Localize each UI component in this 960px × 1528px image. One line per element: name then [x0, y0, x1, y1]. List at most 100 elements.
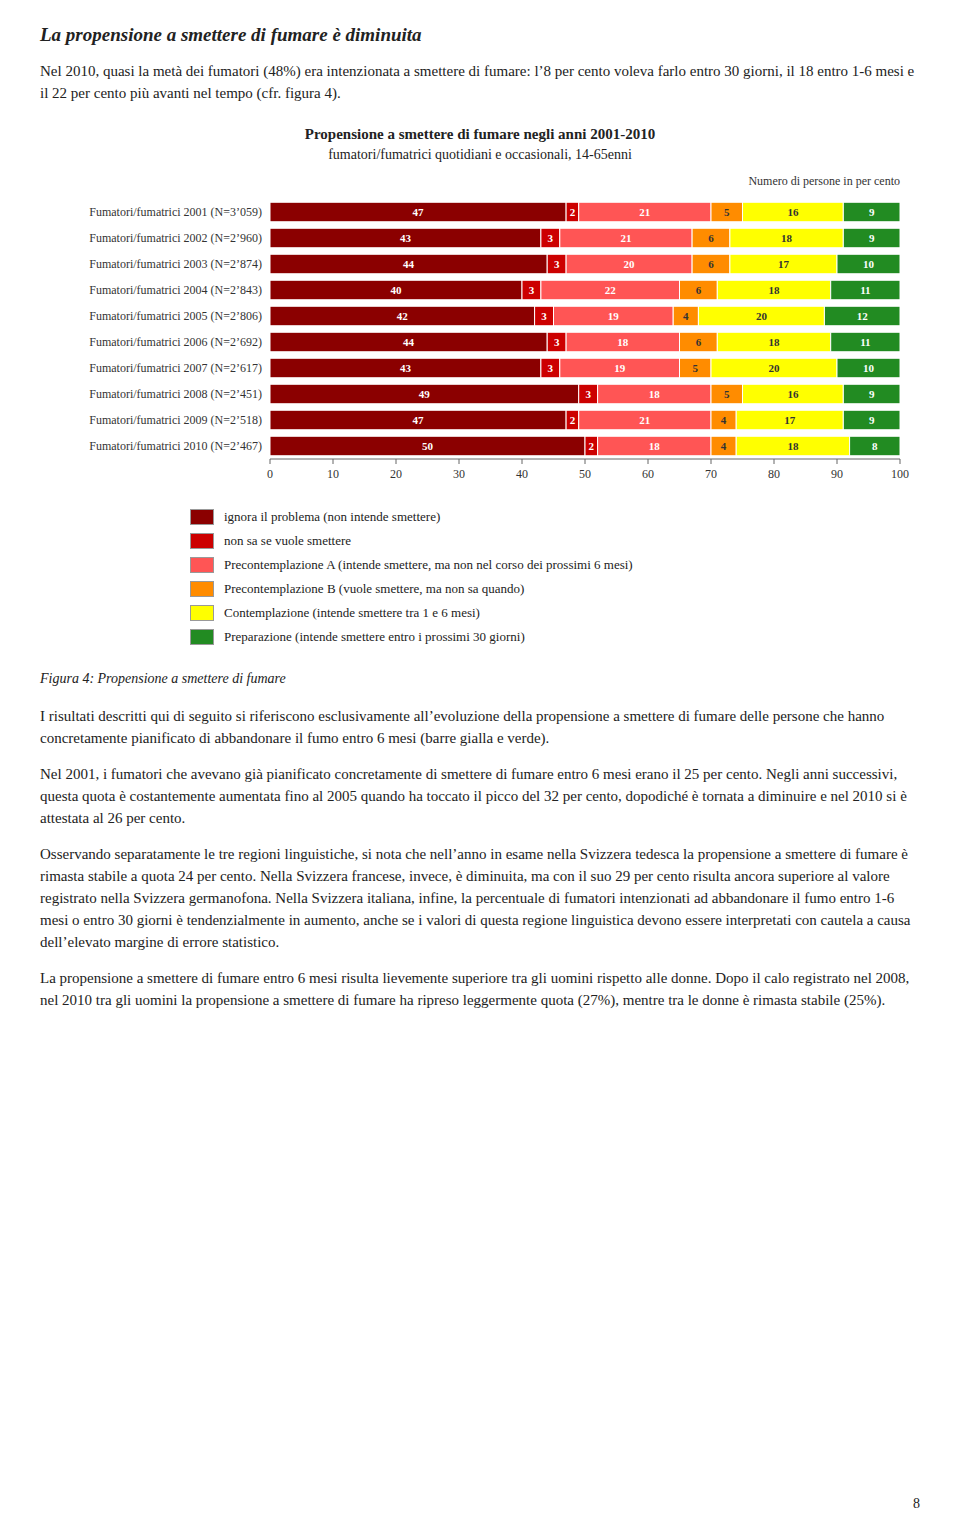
bar [843, 202, 900, 222]
category-label: Fumatori/fumatrici 2009 (N=2’518) [89, 413, 262, 427]
legend: ignora il problema (non intende smettere… [190, 505, 920, 649]
category-label: Fumatori/fumatrici 2002 (N=2’960) [89, 231, 262, 245]
x-tick [333, 459, 334, 464]
legend-swatch [190, 605, 214, 621]
bar [270, 358, 541, 378]
data-label: 4 [721, 414, 727, 426]
bar [837, 254, 900, 274]
bar [598, 436, 711, 456]
x-tick-label: 30 [453, 467, 465, 481]
data-label: 16 [787, 206, 799, 218]
data-label: 21 [620, 232, 631, 244]
data-label: 18 [769, 284, 781, 296]
intro-text: Nel 2010, quasi la metà dei fumatori (48… [40, 60, 920, 104]
x-tick [459, 459, 460, 464]
bar [579, 384, 598, 404]
legend-swatch [190, 581, 214, 597]
data-label: 47 [413, 206, 425, 218]
legend-label: Preparazione (intende smettere entro i p… [224, 629, 525, 645]
data-label: 18 [781, 232, 793, 244]
data-label: 10 [863, 258, 875, 270]
data-label: 9 [869, 232, 875, 244]
data-label: 44 [403, 336, 415, 348]
data-label: 3 [548, 232, 554, 244]
category-label: Fumatori/fumatrici 2001 (N=3’059) [89, 205, 262, 219]
body-paragraph: Nel 2001, i fumatori che avevano già pia… [40, 763, 920, 829]
category-label: Fumatori/fumatrici 2010 (N=2’467) [89, 439, 262, 453]
bar [824, 306, 900, 326]
bar [850, 436, 900, 456]
bar [736, 410, 843, 430]
data-label: 12 [857, 310, 869, 322]
data-label: 17 [784, 414, 796, 426]
bar [270, 384, 579, 404]
bar [270, 280, 522, 300]
legend-label: Precontemplazione A (intende smettere, m… [224, 557, 633, 573]
bar [554, 306, 674, 326]
bar [736, 436, 849, 456]
data-label: 5 [693, 362, 699, 374]
data-label: 21 [639, 206, 650, 218]
bar [692, 228, 730, 248]
data-label: 43 [400, 362, 412, 374]
data-label: 17 [778, 258, 790, 270]
legend-swatch [190, 557, 214, 573]
x-tick-label: 10 [327, 467, 339, 481]
data-label: 20 [624, 258, 636, 270]
bar [522, 280, 541, 300]
bar [673, 306, 698, 326]
bar [711, 436, 736, 456]
bar [743, 384, 844, 404]
x-tick [396, 459, 397, 464]
x-tick [711, 459, 712, 464]
data-label: 50 [422, 440, 434, 452]
category-label: Fumatori/fumatrici 2005 (N=2’806) [89, 309, 262, 323]
figure-caption: Figura 4: Propensione a smettere di fuma… [40, 671, 920, 687]
x-tick-label: 50 [579, 467, 591, 481]
x-tick-label: 100 [891, 467, 909, 481]
data-label: 19 [608, 310, 620, 322]
data-label: 16 [787, 388, 799, 400]
bar [566, 254, 692, 274]
data-label: 18 [649, 388, 661, 400]
data-label: 3 [554, 336, 560, 348]
category-label: Fumatori/fumatrici 2004 (N=2’843) [89, 283, 262, 297]
bar [692, 254, 730, 274]
data-label: 8 [872, 440, 878, 452]
bar [566, 332, 679, 352]
bar [560, 358, 680, 378]
data-label: 2 [570, 206, 576, 218]
data-label: 5 [724, 388, 730, 400]
category-label: Fumatori/fumatrici 2006 (N=2’692) [89, 335, 262, 349]
bar [585, 436, 598, 456]
x-tick-label: 80 [768, 467, 780, 481]
x-tick-label: 70 [705, 467, 717, 481]
x-tick [900, 459, 901, 464]
x-tick-label: 90 [831, 467, 843, 481]
bar [837, 358, 900, 378]
bar [566, 410, 579, 430]
data-label: 20 [769, 362, 781, 374]
data-label: 21 [639, 414, 650, 426]
page-heading: La propensione a smettere di fumare è di… [40, 24, 920, 46]
data-label: 2 [570, 414, 576, 426]
bar [270, 228, 541, 248]
bar [547, 332, 566, 352]
data-label: 11 [860, 284, 870, 296]
data-label: 6 [708, 258, 714, 270]
x-tick [648, 459, 649, 464]
bar [270, 410, 566, 430]
bars [270, 202, 900, 456]
data-label: 43 [400, 232, 412, 244]
bar [270, 332, 547, 352]
data-label: 6 [696, 336, 702, 348]
data-label: 18 [649, 440, 661, 452]
legend-entry: Precontemplazione B (vuole smettere, ma … [190, 577, 920, 601]
bar [711, 384, 743, 404]
data-label: 18 [787, 440, 799, 452]
legend-label: Precontemplazione B (vuole smettere, ma … [224, 581, 524, 597]
data-label: 4 [721, 440, 727, 452]
bar [843, 228, 900, 248]
bar [270, 202, 566, 222]
category-label: Fumatori/fumatrici 2008 (N=2’451) [89, 387, 262, 401]
